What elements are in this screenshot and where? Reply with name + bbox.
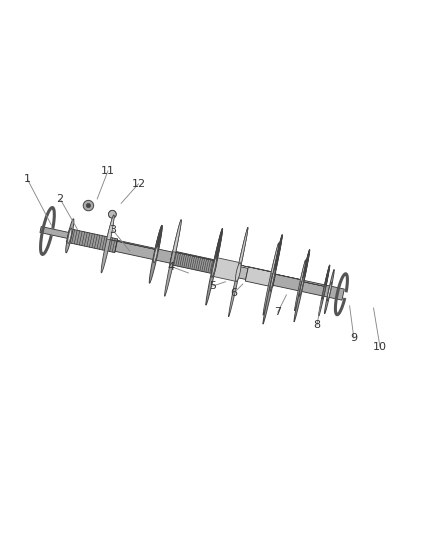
Ellipse shape — [319, 265, 330, 316]
Polygon shape — [107, 215, 162, 250]
Polygon shape — [273, 274, 344, 300]
Polygon shape — [40, 227, 69, 238]
Text: 9: 9 — [350, 333, 357, 343]
Polygon shape — [170, 251, 221, 275]
Ellipse shape — [325, 270, 334, 314]
Ellipse shape — [212, 257, 217, 276]
Text: 7: 7 — [274, 307, 281, 317]
Text: 11: 11 — [101, 166, 115, 176]
Ellipse shape — [206, 229, 223, 305]
Ellipse shape — [68, 228, 72, 244]
Text: 8: 8 — [313, 320, 321, 330]
Text: 3: 3 — [109, 224, 116, 235]
Ellipse shape — [322, 282, 326, 299]
Ellipse shape — [165, 220, 181, 296]
Ellipse shape — [154, 246, 158, 263]
Ellipse shape — [212, 256, 217, 278]
Polygon shape — [245, 266, 276, 287]
Text: 4: 4 — [168, 262, 175, 271]
Text: 5: 5 — [209, 281, 216, 291]
Ellipse shape — [294, 249, 310, 322]
Ellipse shape — [295, 260, 306, 311]
Ellipse shape — [149, 225, 162, 283]
Polygon shape — [67, 229, 118, 253]
Polygon shape — [218, 262, 248, 279]
Polygon shape — [173, 220, 223, 261]
Circle shape — [109, 211, 116, 218]
Text: 1: 1 — [24, 174, 31, 184]
Polygon shape — [212, 257, 240, 281]
Ellipse shape — [229, 228, 248, 317]
Ellipse shape — [327, 282, 332, 301]
Polygon shape — [238, 228, 283, 273]
Ellipse shape — [263, 243, 279, 315]
Text: 12: 12 — [131, 179, 145, 189]
Text: 2: 2 — [57, 194, 64, 204]
Text: 6: 6 — [231, 288, 238, 297]
Ellipse shape — [270, 268, 276, 292]
Polygon shape — [271, 243, 310, 280]
Circle shape — [83, 200, 94, 211]
Polygon shape — [300, 260, 330, 287]
Ellipse shape — [300, 275, 304, 296]
Ellipse shape — [263, 235, 283, 324]
Text: 10: 10 — [373, 342, 387, 352]
Polygon shape — [115, 240, 173, 263]
Ellipse shape — [236, 263, 241, 281]
Ellipse shape — [101, 215, 114, 273]
Ellipse shape — [66, 219, 74, 253]
Circle shape — [86, 204, 91, 208]
